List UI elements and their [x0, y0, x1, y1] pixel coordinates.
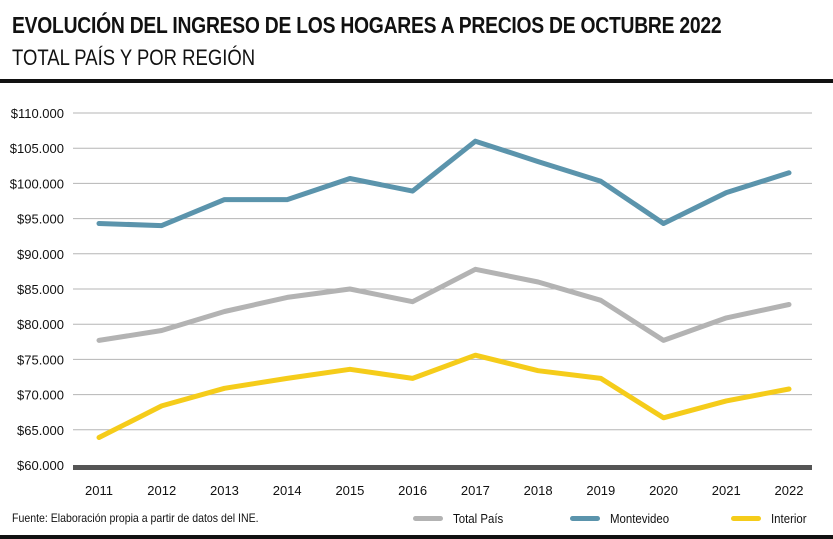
x-tick-label: 2020	[649, 483, 678, 498]
series-line-interior	[96, 352, 792, 440]
y-tick-label: $60.000	[17, 458, 64, 473]
x-tick-label: 2016	[398, 483, 427, 498]
legend-swatch-montevideo	[570, 516, 600, 521]
legend-label-total-pais: Total País	[453, 511, 504, 526]
series-line-total-pais	[96, 266, 792, 343]
x-tick-label: 2019	[586, 483, 615, 498]
x-tick-label: 2012	[147, 483, 176, 498]
y-tick-label: $70.000	[17, 388, 64, 403]
y-tick-label: $110.000	[11, 106, 64, 121]
x-tick-label: 2015	[335, 483, 364, 498]
y-tick-label: $105.000	[10, 141, 64, 156]
x-tick-label: 2018	[524, 483, 553, 498]
bottom-divider	[0, 535, 833, 539]
series-lines	[96, 138, 792, 440]
chart-title: EVOLUCIÓN DEL INGRESO DE LOS HOGARES A P…	[12, 12, 722, 38]
top-divider	[0, 79, 833, 83]
y-axis-ticks: $110.000 $105.000 $100.000 $95.000 $90.000 $8…	[10, 106, 64, 473]
y-tick-label: $95.000	[17, 212, 64, 227]
x-tick-label: 2021	[712, 483, 741, 498]
y-tick-label: $65.000	[17, 423, 64, 438]
gridlines	[73, 112, 812, 431]
y-tick-label: $90.000	[17, 247, 64, 262]
y-tick-label: $75.000	[17, 352, 64, 367]
x-tick-label: 2017	[461, 483, 490, 498]
chart-subtitle: TOTAL PAÍS Y POR REGIÓN	[12, 45, 256, 70]
x-tick-label: 2013	[210, 483, 239, 498]
y-tick-label: $85.000	[17, 282, 64, 297]
legend-swatch-total-pais	[413, 516, 443, 521]
legend-label-montevideo: Montevideo	[610, 511, 670, 526]
x-axis-ticks: 2011 2012 2013 2014 2015 2016 2017 2018 2019 2020…	[85, 483, 803, 498]
series-line-montevideo	[96, 138, 792, 229]
y-tick-label: $100.000	[10, 176, 64, 191]
x-tick-label: 2011	[85, 483, 113, 498]
x-axis-baseline	[73, 465, 812, 470]
source-note: Fuente: Elaboración propia a partir de d…	[12, 511, 259, 525]
x-tick-label: 2022	[775, 483, 804, 498]
x-tick-label: 2014	[273, 483, 302, 498]
y-tick-label: $80.000	[17, 317, 64, 332]
legend-label-interior: Interior	[771, 511, 807, 526]
legend-swatch-interior	[731, 516, 761, 521]
